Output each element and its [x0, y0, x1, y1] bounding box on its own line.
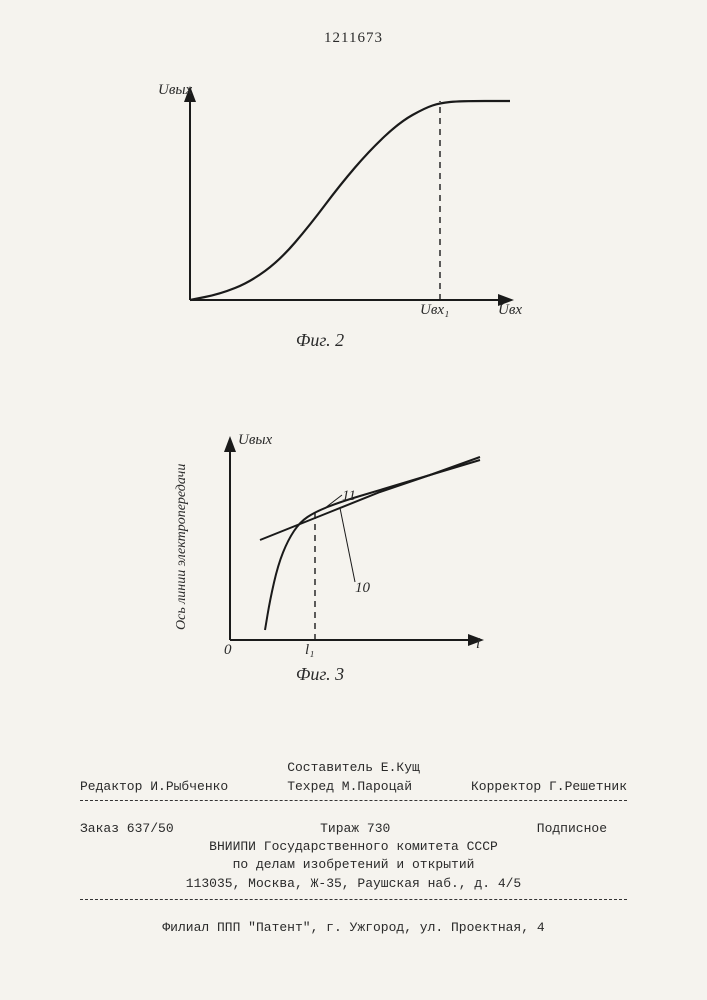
page-number: 1211673	[0, 30, 707, 47]
fig3-label10: 10	[355, 580, 370, 597]
fig2-ylabel: Uвых	[158, 82, 192, 99]
figure-2: Uвых Uвх Uвх₁ Фиг. 2	[150, 80, 530, 360]
fig2-xlabel: Uвх	[498, 302, 522, 319]
divider	[80, 899, 627, 900]
fig2-caption: Фиг. 2	[150, 330, 490, 351]
tirazh: Тираж 730	[320, 820, 390, 838]
fig2-xmarker: Uвх₁	[420, 302, 449, 319]
org-line2: по делам изобретений и открытий	[80, 856, 627, 874]
order-number: Заказ 637/50	[80, 820, 174, 838]
editor: Редактор И.Рыбченко	[80, 779, 228, 794]
compiler: Составитель Е.Кущ	[80, 760, 627, 775]
fig3-ylabel: Uвых	[238, 432, 272, 449]
figure-3: Uвых l 0 l₁ 11 10 Ось линии электроперед…	[180, 430, 500, 710]
credits-block: Составитель Е.Кущ Редактор И.Рыбченко Те…	[80, 760, 627, 807]
branch-line: Филиал ППП "Патент", г. Ужгород, ул. Про…	[80, 920, 627, 935]
subscription: Подписное	[537, 820, 607, 838]
fig3-plot	[180, 430, 500, 660]
divider	[80, 800, 627, 801]
fig3-label11: 11	[342, 488, 356, 505]
org-address: 113035, Москва, Ж-35, Раушская наб., д. …	[80, 875, 627, 893]
techred: Техред М.Пароцай	[287, 779, 412, 794]
corrector: Корректор Г.Решетник	[471, 779, 627, 794]
fig3-xmarker: l₁	[305, 642, 314, 659]
org-line1: ВНИИПИ Государственного комитета СССР	[80, 838, 627, 856]
fig3-origin: 0	[224, 642, 232, 659]
pubinfo-block: Заказ 637/50 Тираж 730 Подписное ВНИИПИ …	[80, 820, 627, 906]
fig3-sidelabel: Ось линии электропередачи	[174, 464, 190, 630]
fig2-plot	[150, 80, 530, 330]
fig3-caption: Фиг. 3	[180, 664, 460, 685]
fig3-xlabel: l	[476, 636, 480, 653]
